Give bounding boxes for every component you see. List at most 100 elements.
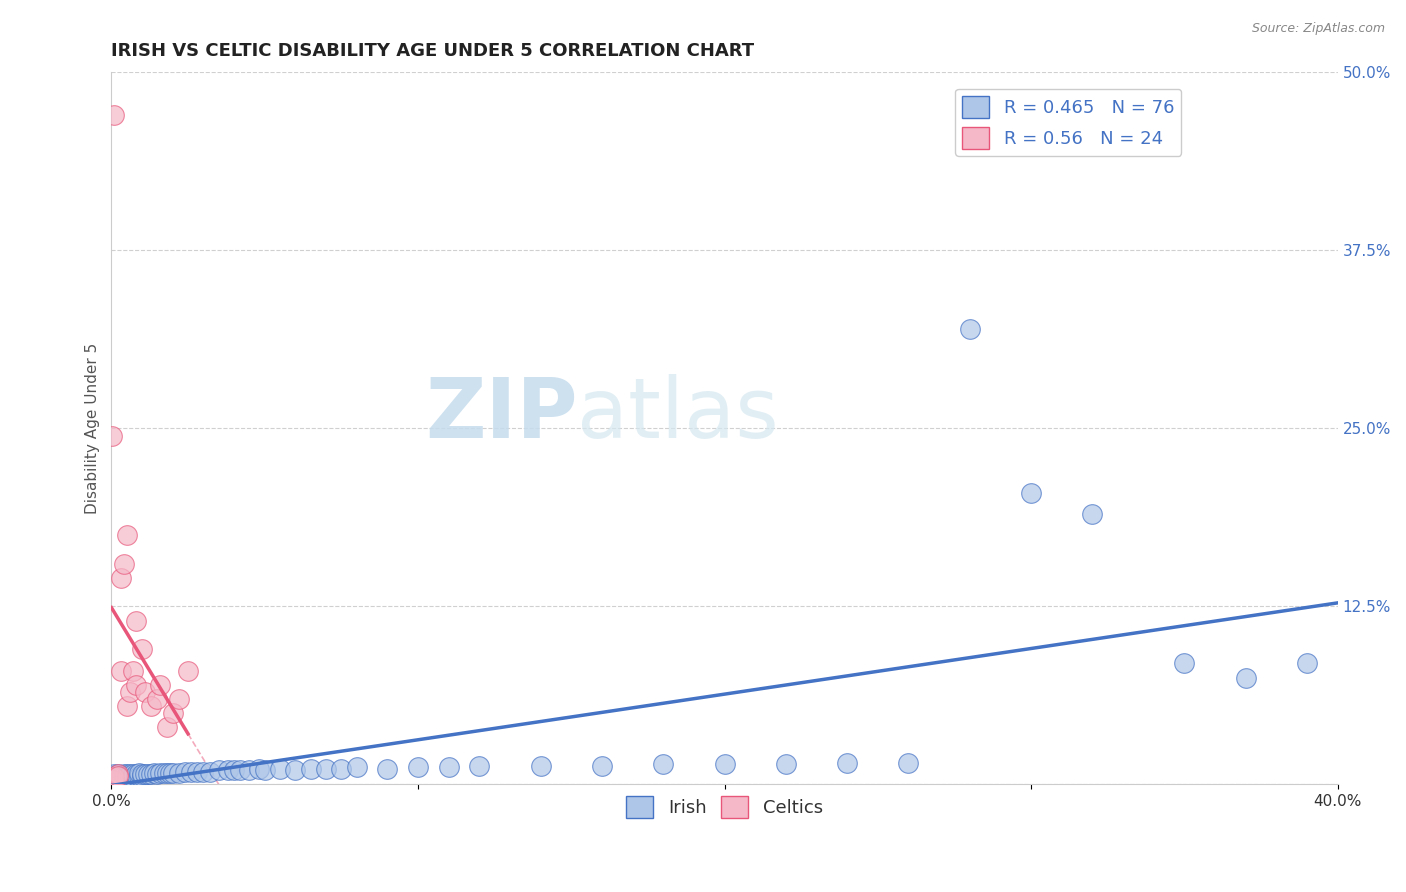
Point <box>125 767 148 781</box>
Point <box>174 764 197 779</box>
Point <box>122 664 145 678</box>
Point <box>101 428 124 442</box>
Point <box>107 767 129 781</box>
Point <box>1081 507 1104 521</box>
Point <box>110 770 132 784</box>
Point <box>141 699 163 714</box>
Point <box>186 764 208 779</box>
Point <box>299 762 322 776</box>
Point <box>247 762 270 776</box>
Point <box>529 759 551 773</box>
Point <box>131 642 153 657</box>
Point <box>193 764 215 779</box>
Point <box>346 760 368 774</box>
Point <box>269 762 291 776</box>
Point <box>1019 485 1042 500</box>
Point <box>159 766 181 780</box>
Point <box>167 692 190 706</box>
Point <box>406 760 429 774</box>
Point <box>134 685 156 699</box>
Legend: Irish, Celtics: Irish, Celtics <box>619 789 830 825</box>
Point <box>155 721 177 735</box>
Point <box>112 769 135 783</box>
Point <box>143 766 166 780</box>
Point <box>122 767 145 781</box>
Point <box>959 322 981 336</box>
Point <box>468 759 491 773</box>
Point <box>162 766 184 780</box>
Point <box>141 767 163 781</box>
Point <box>103 108 125 122</box>
Point <box>222 763 245 777</box>
Point <box>131 769 153 783</box>
Point <box>167 766 190 780</box>
Point <box>101 773 124 788</box>
Point <box>128 769 150 783</box>
Point <box>1234 671 1257 685</box>
Point <box>115 699 138 714</box>
Point <box>198 764 221 779</box>
Point <box>1296 657 1319 671</box>
Point <box>146 767 169 781</box>
Point <box>217 763 239 777</box>
Point <box>110 772 132 786</box>
Point <box>107 770 129 784</box>
Point <box>134 767 156 781</box>
Point <box>131 767 153 781</box>
Point <box>110 664 132 678</box>
Point <box>103 770 125 784</box>
Point <box>112 767 135 781</box>
Point <box>115 770 138 784</box>
Point <box>238 763 260 777</box>
Point <box>107 767 129 781</box>
Point <box>100 773 122 788</box>
Text: Source: ZipAtlas.com: Source: ZipAtlas.com <box>1251 22 1385 36</box>
Point <box>1173 657 1195 671</box>
Point <box>315 762 337 776</box>
Point <box>112 770 135 784</box>
Point <box>125 678 148 692</box>
Point <box>330 762 353 776</box>
Point <box>713 757 735 772</box>
Point <box>118 685 141 699</box>
Point <box>284 763 307 777</box>
Point <box>591 759 613 773</box>
Point <box>118 767 141 781</box>
Point <box>118 769 141 783</box>
Text: ZIP: ZIP <box>425 374 578 455</box>
Y-axis label: Disability Age Under 5: Disability Age Under 5 <box>86 343 100 514</box>
Point <box>208 763 231 777</box>
Point <box>110 769 132 783</box>
Point <box>107 769 129 783</box>
Point <box>155 766 177 780</box>
Point <box>125 614 148 628</box>
Point <box>115 769 138 783</box>
Point <box>146 692 169 706</box>
Point <box>229 763 252 777</box>
Point <box>652 757 675 772</box>
Point <box>152 766 174 780</box>
Point <box>110 571 132 585</box>
Point <box>162 706 184 721</box>
Point <box>375 762 398 776</box>
Point <box>837 756 859 770</box>
Point <box>149 766 172 780</box>
Point <box>103 767 125 781</box>
Point <box>103 769 125 783</box>
Point <box>180 764 202 779</box>
Point <box>112 557 135 571</box>
Point <box>128 766 150 780</box>
Text: IRISH VS CELTIC DISABILITY AGE UNDER 5 CORRELATION CHART: IRISH VS CELTIC DISABILITY AGE UNDER 5 C… <box>111 42 755 60</box>
Point <box>177 664 200 678</box>
Point <box>437 760 460 774</box>
Point <box>136 767 159 781</box>
Point <box>125 769 148 783</box>
Point <box>897 756 920 770</box>
Point <box>107 772 129 786</box>
Point <box>775 757 797 772</box>
Point <box>103 773 125 788</box>
Point <box>115 528 138 542</box>
Point <box>107 769 129 783</box>
Point <box>253 763 276 777</box>
Point <box>115 767 138 781</box>
